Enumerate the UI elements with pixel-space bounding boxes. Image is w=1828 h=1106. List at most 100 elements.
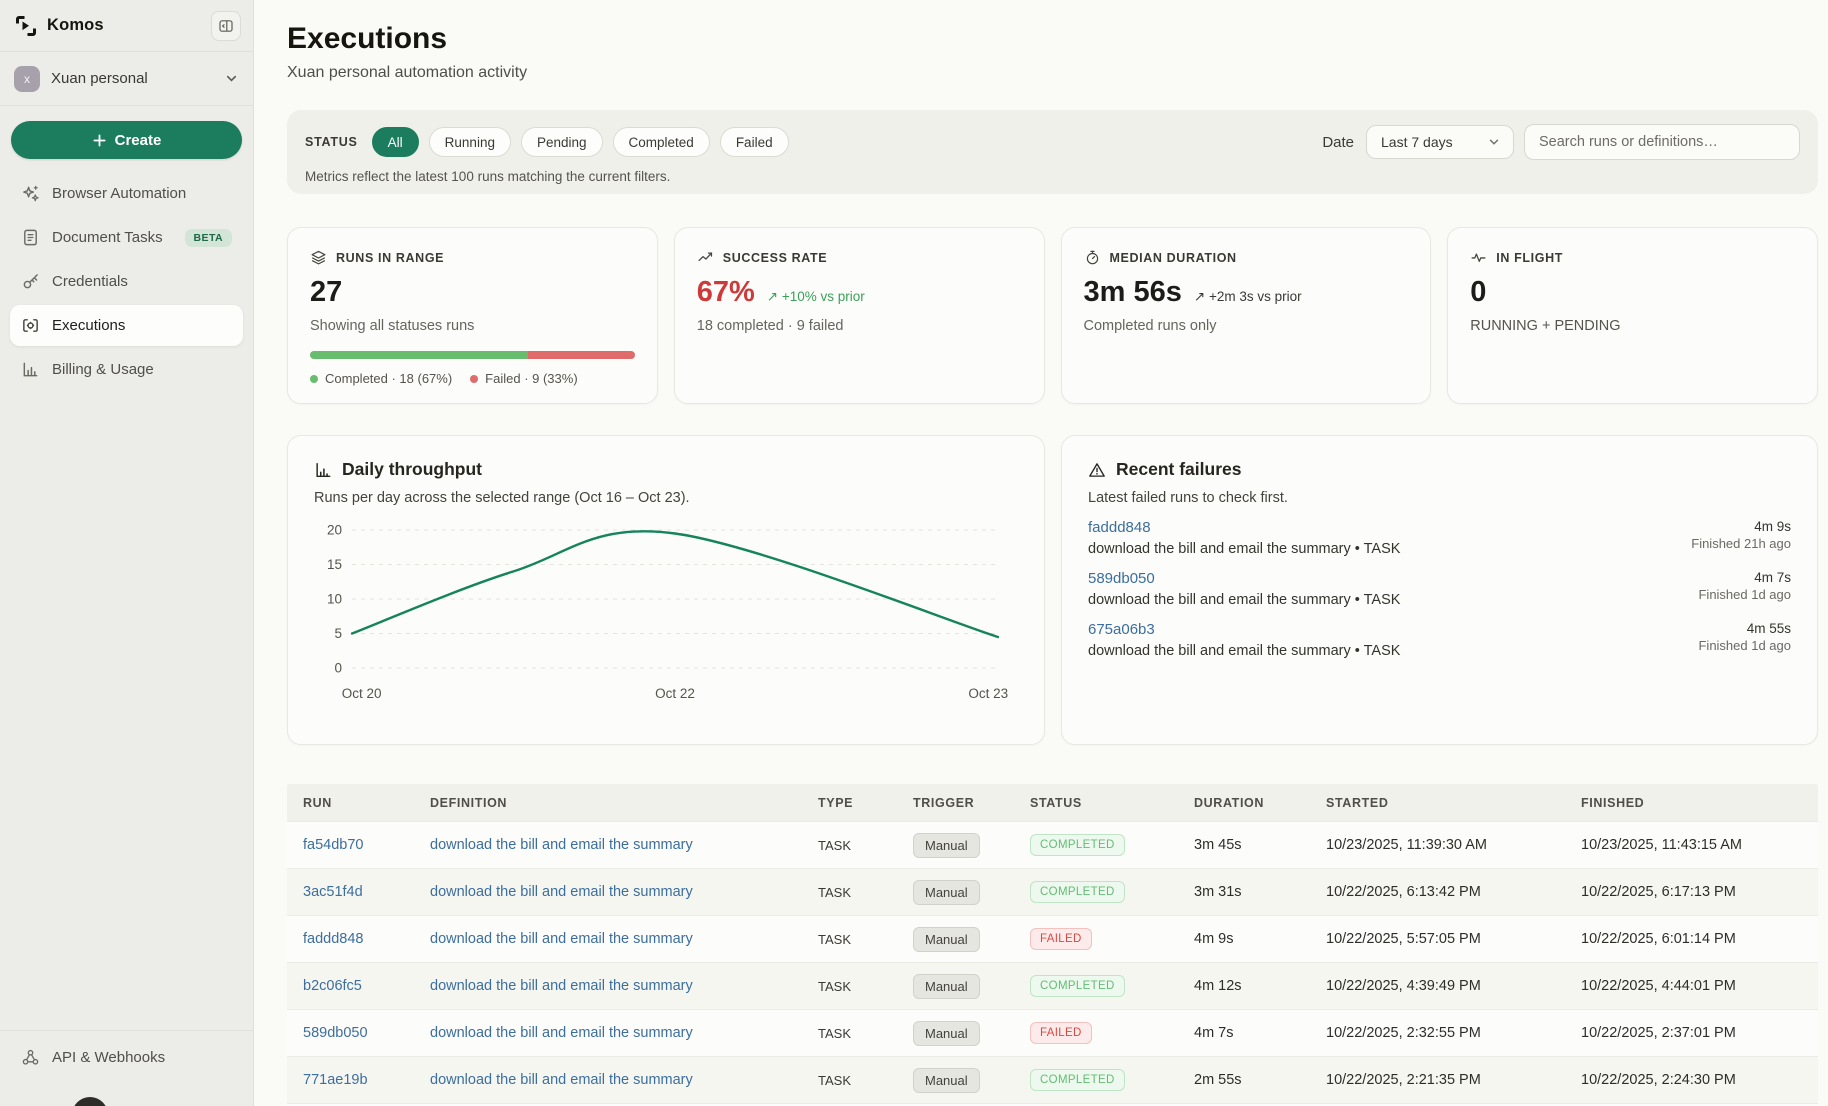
sidebar-item-executions[interactable]: Executions xyxy=(10,305,243,346)
sidebar-item-label: Executions xyxy=(52,317,126,334)
run-started: 10/22/2025, 2:32:55 PM xyxy=(1326,1025,1481,1041)
status-pill-pending[interactable]: Pending xyxy=(520,127,603,157)
status-pill-running[interactable]: Running xyxy=(428,127,511,157)
trigger-badge: Manual xyxy=(913,973,980,999)
failure-run-link[interactable]: faddd848 xyxy=(1088,519,1151,536)
median-duration-value: 3m 56s xyxy=(1083,276,1182,308)
plus-icon xyxy=(93,133,106,147)
run-type: TASK xyxy=(818,931,851,947)
definition-link[interactable]: download the bill and email the summary xyxy=(430,837,693,853)
create-button-label: Create xyxy=(114,131,162,149)
run-id-link[interactable]: b2c06fc5 xyxy=(303,978,362,994)
run-type: TASK xyxy=(818,884,851,900)
sidebar-item-browser-automation[interactable]: Browser Automation xyxy=(10,173,243,214)
failure-list: faddd848 download the bill and email the… xyxy=(1088,519,1791,659)
run-id-link[interactable]: 771ae19b xyxy=(303,1072,368,1088)
col-finished: FINISHED xyxy=(1581,795,1645,810)
status-pill-completed[interactable]: Completed xyxy=(612,127,710,157)
status-pill-all[interactable]: All xyxy=(371,127,419,157)
sidebar-spacer xyxy=(0,394,253,1030)
create-button[interactable]: Create xyxy=(11,121,242,159)
failure-item: 675a06b3 download the bill and email the… xyxy=(1088,621,1791,659)
table-row[interactable]: 589db050 download the bill and email the… xyxy=(287,1009,1818,1056)
status-badge: FAILED xyxy=(1030,1022,1092,1044)
collapse-sidebar-button[interactable] xyxy=(211,10,241,41)
run-finished: 10/22/2025, 4:44:01 PM xyxy=(1581,978,1736,994)
table-row[interactable]: b2c06fc5 download the bill and email the… xyxy=(287,962,1818,1009)
table-row[interactable]: faddd848 download the bill and email the… xyxy=(287,915,1818,962)
warning-icon xyxy=(1089,462,1105,477)
trigger-badge: Manual xyxy=(913,1020,980,1046)
user-avatar[interactable] xyxy=(72,1097,108,1106)
table-row[interactable]: 3ac51f4d download the bill and email the… xyxy=(287,868,1818,915)
page-subtitle: Xuan personal automation activity xyxy=(287,64,528,81)
runs-in-range-card: RUNS IN RANGE 27 Showing all statuses ru… xyxy=(287,227,658,404)
logo-row: Komos xyxy=(0,0,253,52)
sidebar-item-credentials[interactable]: Credentials xyxy=(10,261,243,302)
sidebar-item-api-webhooks[interactable]: API & Webhooks xyxy=(10,1037,243,1078)
trigger-badge: Manual xyxy=(913,879,980,905)
run-id-link[interactable]: faddd848 xyxy=(303,931,364,947)
status-pill-failed[interactable]: Failed xyxy=(719,127,789,157)
svg-text:0: 0 xyxy=(334,661,342,676)
failure-item: 589db050 download the bill and email the… xyxy=(1088,570,1791,608)
in-flight-card: IN FLIGHT 0 RUNNING + PENDING xyxy=(1447,227,1818,404)
sidebar-item-billing-usage[interactable]: Billing & Usage xyxy=(10,349,243,390)
throughput-subtitle: Runs per day across the selected range (… xyxy=(314,490,690,506)
failure-item: faddd848 download the bill and email the… xyxy=(1088,519,1791,557)
red-dot-icon xyxy=(470,375,479,383)
failure-run-link[interactable]: 589db050 xyxy=(1088,570,1155,587)
run-duration: 4m 9s xyxy=(1194,931,1234,947)
komos-logo-icon xyxy=(14,14,38,38)
sidebar-item-label: Document Tasks xyxy=(52,229,163,246)
success-rate-card: SUCCESS RATE 67% ↗ +10% vs prior 18 comp… xyxy=(673,227,1045,404)
definition-link[interactable]: download the bill and email the summary xyxy=(430,1072,693,1088)
failures-subtitle: Latest failed runs to check first. xyxy=(1088,490,1288,506)
definition-link[interactable]: download the bill and email the summary xyxy=(430,931,693,947)
in-flight-value: 0 xyxy=(1470,276,1487,308)
run-id-link[interactable]: 589db050 xyxy=(303,1025,368,1041)
app-name: Komos xyxy=(47,16,104,34)
run-finished: 10/23/2025, 11:43:15 AM xyxy=(1581,837,1742,853)
sidebar-item-document-tasks[interactable]: Document Tasks BETA xyxy=(10,217,243,258)
status-badge: COMPLETED xyxy=(1030,1069,1125,1091)
run-type: TASK xyxy=(818,1072,851,1088)
beta-badge: BETA xyxy=(184,228,232,247)
sidebar-nav: Browser Automation Document Tasks BETA C… xyxy=(0,169,253,394)
run-id-link[interactable]: 3ac51f4d xyxy=(303,884,363,900)
col-run: RUN xyxy=(303,795,332,810)
definition-link[interactable]: download the bill and email the summary xyxy=(430,884,693,900)
date-range-select[interactable]: Last 7 days xyxy=(1366,125,1514,159)
failure-run-link[interactable]: 675a06b3 xyxy=(1088,621,1155,638)
run-id-link[interactable]: fa54db70 xyxy=(303,837,364,853)
failure-finished: Finished 1d ago xyxy=(1698,587,1791,602)
col-type: TYPE xyxy=(818,795,854,810)
run-finished: 10/22/2025, 6:17:13 PM xyxy=(1581,884,1736,900)
table-row[interactable]: fa54db70 download the bill and email the… xyxy=(287,821,1818,868)
workspace-switcher[interactable]: x Xuan personal xyxy=(0,52,253,106)
failure-finished: Finished 1d ago xyxy=(1698,638,1791,653)
run-finished: 10/22/2025, 2:24:30 PM xyxy=(1581,1072,1736,1088)
table-header: RUN DEFINITION TYPE TRIGGER STATUS DURAT… xyxy=(287,784,1818,821)
svg-text:5: 5 xyxy=(334,626,342,641)
success-rate-delta: ↗ +10% vs prior xyxy=(766,289,865,304)
layers-icon xyxy=(311,250,326,265)
col-trigger: TRIGGER xyxy=(913,795,975,810)
definition-link[interactable]: download the bill and email the summary xyxy=(430,1025,693,1041)
key-icon xyxy=(21,272,40,291)
run-started: 10/22/2025, 2:21:35 PM xyxy=(1326,1072,1481,1088)
completed-legend: Completed · 18 (67%) xyxy=(310,371,452,386)
run-duration: 2m 55s xyxy=(1194,1072,1242,1088)
search-input[interactable] xyxy=(1524,124,1800,160)
sidebar: Komos x Xuan personal Create Browser Aut… xyxy=(0,0,254,1106)
throughput-title: Daily throughput xyxy=(342,459,482,479)
svg-text:20: 20 xyxy=(327,523,342,538)
run-finished: 10/22/2025, 6:01:14 PM xyxy=(1581,931,1736,947)
failure-finished: Finished 21h ago xyxy=(1691,536,1791,551)
definition-link[interactable]: download the bill and email the summary xyxy=(430,978,693,994)
run-duration: 3m 45s xyxy=(1194,837,1242,853)
table-row[interactable]: 771ae19b download the bill and email the… xyxy=(287,1056,1818,1103)
trigger-badge: Manual xyxy=(913,832,980,858)
run-duration: 3m 31s xyxy=(1194,884,1242,900)
status-badge: FAILED xyxy=(1030,928,1092,950)
